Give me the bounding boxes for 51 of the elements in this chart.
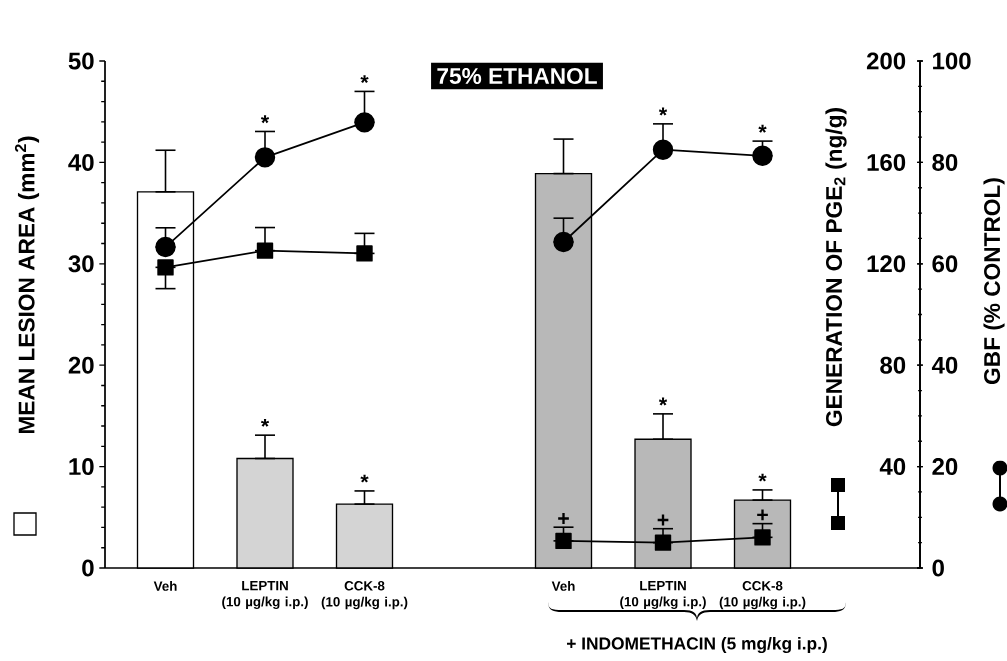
data-label: * xyxy=(360,474,369,483)
point xyxy=(354,112,375,133)
data-label: * xyxy=(360,75,369,84)
y3-tick-label: 60 xyxy=(932,255,958,273)
y2-tick-label: 80 xyxy=(880,356,906,374)
point xyxy=(654,534,672,551)
point xyxy=(157,259,174,276)
y-tick-label: 0 xyxy=(82,559,94,577)
point xyxy=(254,147,276,168)
data-label: * xyxy=(260,418,270,427)
data-label: * xyxy=(658,107,668,116)
y-tick-label: 10 xyxy=(69,458,94,476)
y2-tick-label: 120 xyxy=(867,255,906,273)
y2-tick-label: 200 xyxy=(866,52,906,70)
data-label: + xyxy=(757,509,768,521)
y3-tick-label: 80 xyxy=(932,153,958,171)
y-axis-title: MEAN LESION AREA (mm$^{2}$) xyxy=(14,136,40,434)
y-tick-label: 50 xyxy=(68,52,94,70)
x-tick-label: Veh xyxy=(551,581,575,591)
y3-tick-label: 40 xyxy=(931,356,958,374)
text: + INDOMETHACIN (5 mg/kg i.p.) xyxy=(567,636,827,654)
y3-tick-label: 20 xyxy=(932,458,958,476)
point xyxy=(356,245,373,262)
data-label: * xyxy=(758,124,767,133)
point xyxy=(155,236,176,258)
x-tick-label: LEPTIN (10 µg/kg i.p.) xyxy=(620,581,706,610)
data-label: + xyxy=(657,514,669,526)
y3-axis-title: GBF (% CONTROL) xyxy=(983,178,1005,384)
y3-tick-label: 0 xyxy=(932,559,944,577)
x-tick-label: Veh xyxy=(153,581,177,591)
y2-axis-title: GENERATION OF PGE$_{2}$ (ng/g) xyxy=(825,108,847,427)
point xyxy=(256,242,274,259)
y2-tick-label: 160 xyxy=(867,153,906,171)
x-tick-label: CCK-8 (10 µg/kg i.p.) xyxy=(719,581,806,610)
point xyxy=(754,529,771,546)
data-label: * xyxy=(758,473,767,482)
chart-title: 75% ETHANOL xyxy=(437,67,597,85)
point xyxy=(553,231,574,253)
point xyxy=(652,139,674,160)
point xyxy=(752,145,773,167)
y2-tick-label: 40 xyxy=(879,458,906,476)
data-label: * xyxy=(658,397,668,406)
data-label: * xyxy=(260,115,270,124)
y-tick-label: 40 xyxy=(68,153,94,171)
data-label: + xyxy=(558,513,569,524)
y-tick-label: 20 xyxy=(68,356,94,374)
point xyxy=(555,532,572,550)
y3-tick-label: 100 xyxy=(933,52,971,70)
x-tick-label: LEPTIN (10 µg/kg i.p.) xyxy=(222,581,308,610)
y-tick-label: 30 xyxy=(68,255,94,273)
x-tick-label: CCK-8 (10 µg/kg i.p.) xyxy=(321,581,408,610)
